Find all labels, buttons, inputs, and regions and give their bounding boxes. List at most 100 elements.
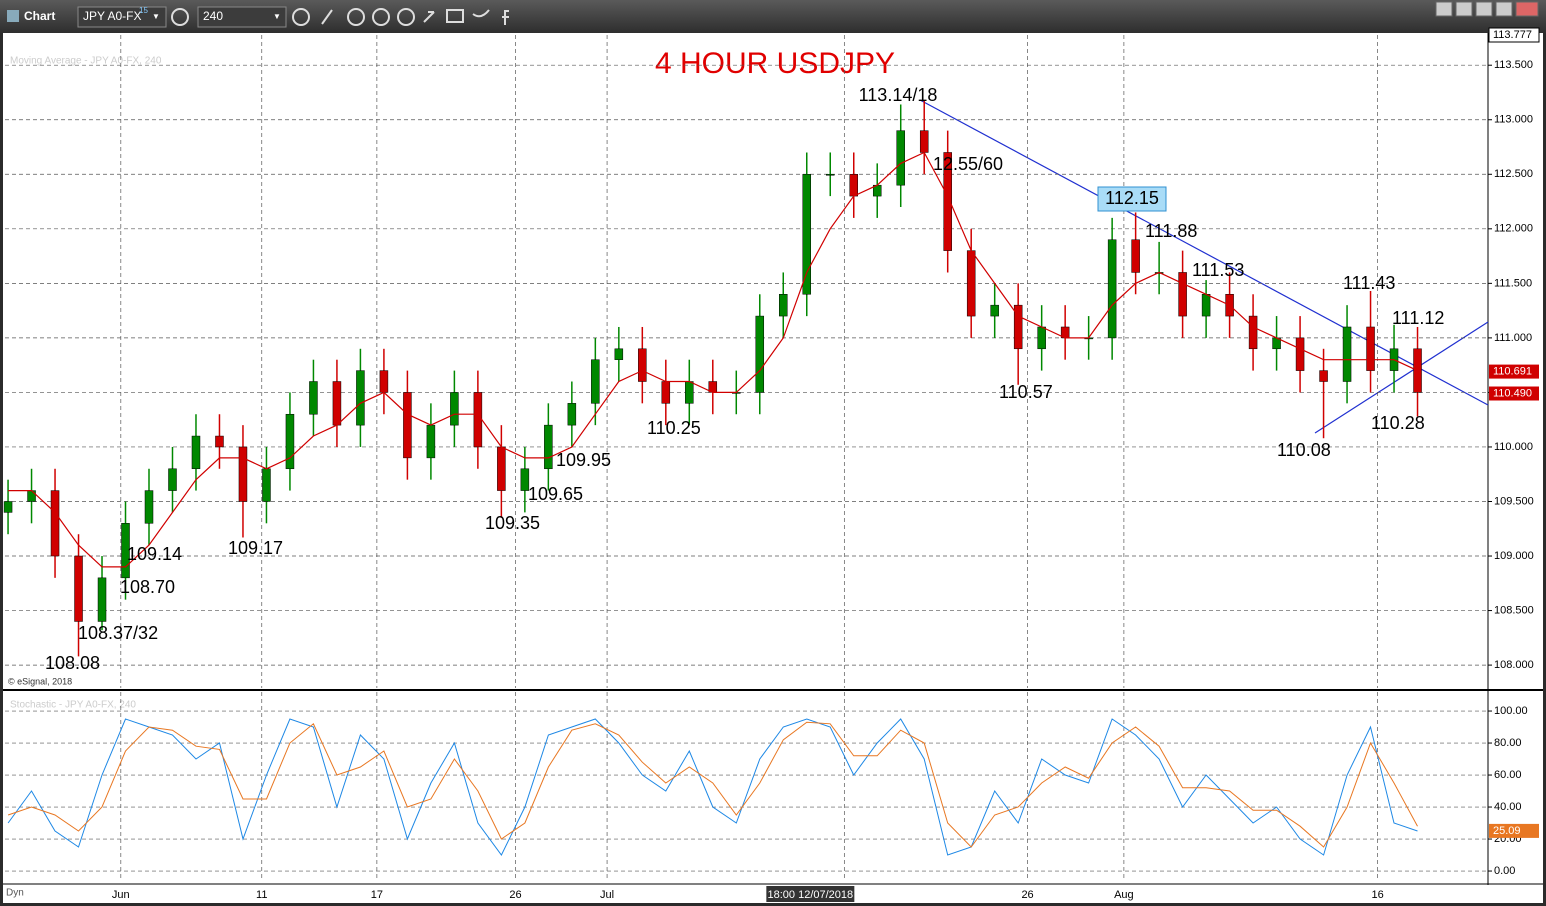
y-tick-label: 113.000 — [1494, 114, 1533, 126]
crosshair-label: 18:00 12/07/2018 — [768, 889, 854, 901]
indicator-legend: Stochastic - JPY A0-FX, 240 — [10, 700, 136, 711]
candle-body — [168, 468, 177, 491]
tool-icon[interactable] — [397, 8, 415, 26]
tool-icon[interactable] — [347, 8, 365, 26]
x-tick-label: 16 — [1371, 889, 1383, 901]
tool-icon[interactable] — [446, 9, 464, 23]
tool-icons — [321, 8, 509, 26]
window-title: Chart — [24, 9, 55, 23]
candle-body — [779, 294, 788, 317]
dropdown-arrow: ▼ — [273, 12, 281, 21]
line-series — [8, 151, 1418, 568]
value-tag-label: 110.490 — [1493, 387, 1532, 399]
candle-body — [379, 370, 389, 393]
tool-icon[interactable] — [502, 10, 509, 25]
y-tick-label: 60.00 — [1494, 769, 1522, 781]
value-tag — [1489, 823, 1539, 838]
annotation: 108.37/32 — [78, 623, 158, 643]
candle-body — [1319, 370, 1328, 382]
tool-icon[interactable] — [372, 8, 390, 26]
annotation: 110.28 — [1371, 413, 1425, 433]
annotation: 111.53 — [1192, 260, 1244, 280]
chart-area — [3, 33, 1543, 903]
annotation: 109.95 — [556, 450, 611, 470]
trendline — [1314, 321, 1489, 434]
candle-body — [591, 359, 600, 404]
y-tick-label: 40.00 — [1494, 801, 1522, 813]
tool-icon[interactable] — [423, 11, 435, 23]
candle-body — [966, 250, 976, 317]
candle-body — [332, 381, 342, 426]
candle-body — [403, 392, 412, 459]
close-button[interactable] — [1515, 1, 1539, 17]
y-tick-label: 100.00 — [1494, 705, 1528, 717]
tool-icon[interactable] — [472, 9, 490, 18]
candle-body — [1248, 315, 1258, 350]
button[interactable] — [1455, 1, 1473, 17]
candle-body — [919, 130, 929, 153]
candle-body — [896, 130, 905, 186]
candle-body — [426, 424, 436, 459]
annotation: 109.14 — [127, 544, 182, 564]
y-tick-label: 0.00 — [1494, 865, 1515, 877]
value-tag-label: 110.691 — [1493, 365, 1532, 377]
candle-body — [1107, 239, 1117, 339]
candle-body — [450, 392, 459, 426]
candle-body — [990, 304, 999, 317]
help-button[interactable] — [1435, 1, 1453, 17]
clock-icon[interactable] — [292, 8, 310, 26]
candle-body — [520, 468, 530, 491]
candle-body — [1013, 304, 1023, 350]
candle-body — [755, 315, 765, 393]
y-tick-label: 109.000 — [1494, 550, 1534, 562]
footer-label: Dyn — [6, 888, 24, 899]
settings-icon[interactable] — [171, 8, 189, 26]
chart-title: 4 HOUR USDJPY — [655, 47, 895, 80]
y-tick-label: 112.500 — [1494, 168, 1533, 180]
value-tag — [1489, 386, 1539, 401]
y-tick-label: 108.000 — [1494, 659, 1534, 671]
candle-body — [825, 174, 835, 176]
annotation: 12.55/60 — [933, 154, 1003, 174]
draw-icon[interactable] — [321, 9, 333, 25]
candle-body — [614, 348, 624, 360]
candle-body — [638, 348, 647, 382]
credit: © eSignal, 2018 — [8, 676, 72, 686]
x-tick-label: Aug — [1114, 889, 1134, 901]
candle-body — [1366, 326, 1375, 371]
annotation: 110.08 — [1277, 440, 1331, 460]
x-tick-label: Jul — [600, 889, 614, 901]
y-tick-label: 110.000 — [1494, 441, 1533, 453]
y-tick-label: 109.500 — [1494, 495, 1534, 507]
candle-body — [50, 490, 60, 557]
candle-body — [1131, 239, 1140, 273]
value-tag-label: 25.09 — [1493, 825, 1521, 837]
interval-box[interactable] — [197, 6, 287, 28]
candle-body — [238, 446, 248, 502]
candle-body — [1037, 326, 1046, 350]
candle-body — [215, 435, 224, 448]
value-tag-label: 113.777 — [1493, 29, 1532, 41]
line-series — [7, 718, 1418, 856]
candle-body — [1178, 272, 1187, 317]
y-tick-label: 113.500 — [1494, 59, 1533, 71]
value-tag — [1488, 27, 1540, 43]
annotation: 109.17 — [228, 538, 283, 558]
button[interactable] — [1495, 1, 1513, 17]
symbol-box[interactable] — [77, 6, 167, 28]
button[interactable] — [1475, 1, 1493, 17]
y-tick-label: 80.00 — [1494, 737, 1522, 749]
indicator-legend: Moving Average - JPY A0-FX, 240 — [10, 56, 162, 67]
y-tick-label: 112.000 — [1494, 223, 1533, 235]
candle-body — [1342, 326, 1352, 382]
annotation: 109.65 — [528, 484, 583, 504]
annotation: 110.25 — [647, 418, 701, 438]
x-tick-label: Jun — [112, 889, 130, 901]
candle-body — [262, 468, 271, 502]
x-tick-label: 26 — [509, 889, 521, 901]
value-tag — [1489, 364, 1539, 379]
x-tick-label: 17 — [371, 889, 383, 901]
candle-body — [285, 413, 295, 470]
candle-body — [943, 152, 952, 251]
